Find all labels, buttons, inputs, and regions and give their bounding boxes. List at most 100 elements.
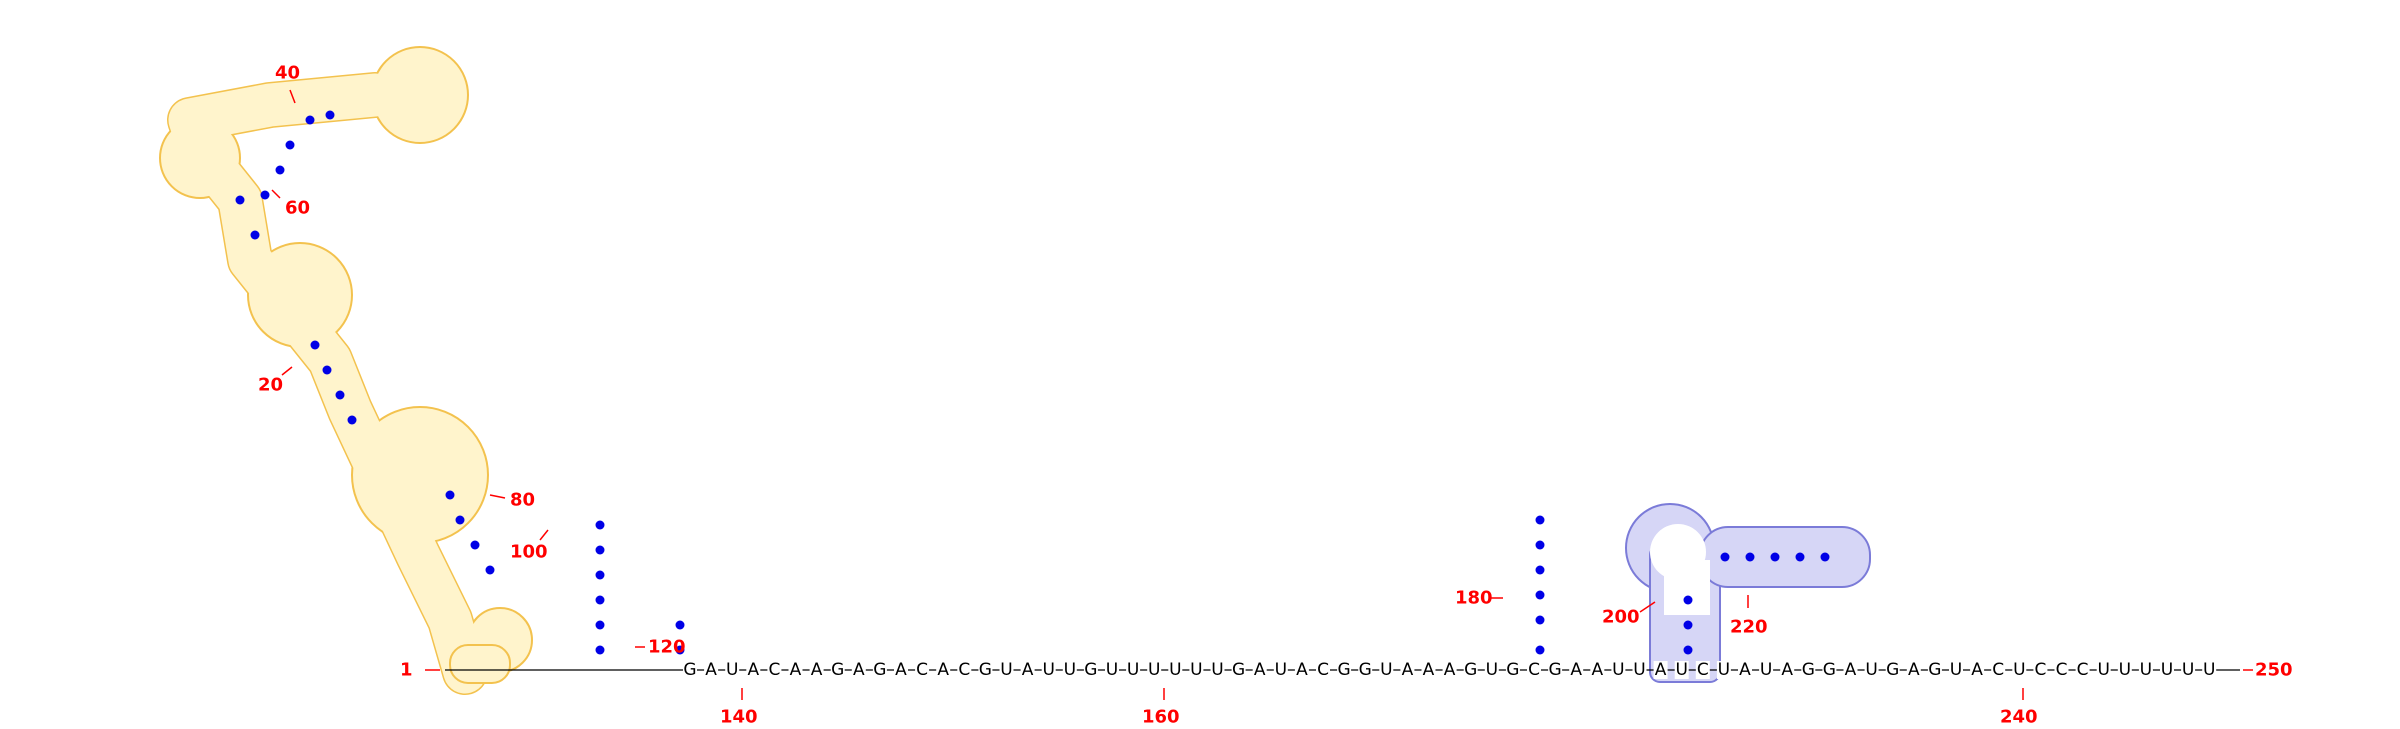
nucleotide-backdrop — [1105, 661, 1119, 679]
nucleotide-backdrop — [2160, 661, 2174, 679]
nucleotide-backdrop — [1062, 661, 1077, 679]
nucleotide-backdrop — [1695, 661, 1710, 679]
nucleotide-backdrop — [1463, 661, 1478, 679]
nucleotide: U — [2119, 660, 2131, 680]
nucleotide: G — [1928, 660, 1941, 680]
nucleotide: A — [1402, 660, 1414, 680]
nucleotide: A — [1591, 660, 1603, 680]
nucleotide: U — [2182, 660, 2194, 680]
base-pair-dot — [595, 545, 605, 555]
nucleotide: A — [1739, 660, 1751, 680]
nucleotide: A — [1570, 660, 1582, 680]
base-pair-dot — [595, 520, 605, 530]
yellow-highlight-region — [159, 46, 533, 695]
nucleotide: U — [2161, 660, 2173, 680]
nucleotide: C — [1697, 660, 1709, 680]
nucleotide-backdrop — [1527, 661, 1541, 679]
nucleotide-backdrop — [1906, 661, 1921, 679]
base-pair-dot — [595, 595, 605, 605]
nucleotide-backdrop — [1337, 661, 1352, 679]
nucleotide: G — [1084, 660, 1097, 680]
nucleotide-backdrop — [1294, 661, 1309, 679]
base-pair-dot — [1535, 540, 1545, 550]
nucleotide: U — [1633, 660, 1645, 680]
nucleotide: U — [2097, 660, 2109, 680]
nucleotide: U — [1148, 660, 1160, 680]
nucleotide: U — [1675, 660, 1687, 680]
nucleotide-backdrop — [704, 661, 719, 679]
base-pair-dot — [305, 115, 315, 125]
position-label-240: 240 — [2000, 707, 2038, 728]
nucleotide: C — [2077, 660, 2089, 680]
nucleotide-backdrop — [1083, 661, 1098, 679]
nucleotide: U — [1486, 660, 1498, 680]
position-label-220: 220 — [1730, 617, 1768, 638]
base-pair-dot — [325, 110, 335, 120]
nucleotide-backdrop — [809, 661, 824, 679]
base-pair-dot — [1720, 552, 1730, 562]
nucleotide: G — [1338, 660, 1351, 680]
nucleotide-backdrop — [978, 661, 993, 679]
nucleotide: U — [1000, 660, 1012, 680]
position-label-20: 20 — [258, 375, 283, 396]
base-pair-dot — [235, 195, 245, 205]
base-pair-dot — [1770, 552, 1780, 562]
nucleotide-backdrop — [2181, 661, 2196, 679]
nucleotide-backdrop — [1780, 661, 1795, 679]
base-pair-dot — [1683, 645, 1693, 655]
nucleotide-backdrop — [2096, 661, 2111, 679]
nucleotide-backdrop — [1020, 661, 1035, 679]
base-pair-dot — [445, 490, 455, 500]
nucleotide-backdrop — [851, 661, 866, 679]
nucleotide: U — [1950, 660, 1962, 680]
nucleotide-backdrop — [1400, 661, 1415, 679]
nucleotide-backdrop — [894, 661, 908, 679]
nucleotide: U — [1380, 660, 1392, 680]
position-label-100: 100 — [510, 542, 548, 563]
position-labels: 1 20 40 60 80 100 120 140 160 180 200 22… — [258, 63, 2293, 728]
nucleotide: C — [2056, 660, 2068, 680]
nucleotide: C — [1528, 660, 1540, 680]
nucleotide-backdrop — [1864, 661, 1879, 679]
nucleotide-backdrop — [1041, 661, 1056, 679]
nucleotide: U — [1718, 660, 1730, 680]
nucleotide-backdrop — [1189, 661, 1204, 679]
nucleotide-backdrop — [1379, 661, 1394, 679]
base-pair-dot — [485, 565, 495, 575]
nucleotide-backdrop — [1927, 661, 1942, 679]
nucleotide: A — [1254, 660, 1266, 680]
base-pair-dot — [595, 645, 605, 655]
nucleotide-backdrop — [1168, 661, 1183, 679]
position-label-40: 40 — [275, 63, 300, 84]
nucleotide-backdrop — [936, 661, 951, 679]
position-label-80: 80 — [510, 490, 535, 511]
nucleotide: A — [1022, 660, 1034, 680]
nucleotide-backdrop — [1126, 661, 1141, 679]
nucleotide: A — [1444, 660, 1456, 680]
base-pair-dot — [1820, 552, 1830, 562]
base-pair-dot — [250, 230, 260, 240]
nucleotide-backdrop — [1611, 661, 1626, 679]
nucleotide: A — [811, 660, 823, 680]
nucleotide-backdrop — [1505, 661, 1520, 679]
nucleotide: G — [873, 660, 886, 680]
nucleotide-backdrop — [1653, 661, 1668, 679]
base-pair-dot — [1795, 552, 1805, 562]
base-pair-dot — [275, 165, 285, 175]
nucleotide: U — [1064, 660, 1076, 680]
nucleotide-backdrop — [1970, 661, 1985, 679]
nucleotide: A — [1296, 660, 1308, 680]
position-label-120: 120 — [648, 637, 686, 658]
base-pair-dot — [1745, 552, 1755, 562]
nucleotide: U — [1106, 660, 1118, 680]
nucleotide: C — [1992, 660, 2004, 680]
nucleotide: A — [1908, 660, 1920, 680]
nucleotide: A — [1971, 660, 1983, 680]
nucleotide-backdrop — [1738, 661, 1752, 679]
nucleotide: C — [768, 660, 780, 680]
nucleotide: U — [1612, 660, 1624, 680]
base-pair-dot — [335, 390, 345, 400]
nucleotide: A — [895, 660, 907, 680]
nucleotide-backdrop — [957, 661, 972, 679]
base-pair-dot — [1535, 565, 1545, 575]
